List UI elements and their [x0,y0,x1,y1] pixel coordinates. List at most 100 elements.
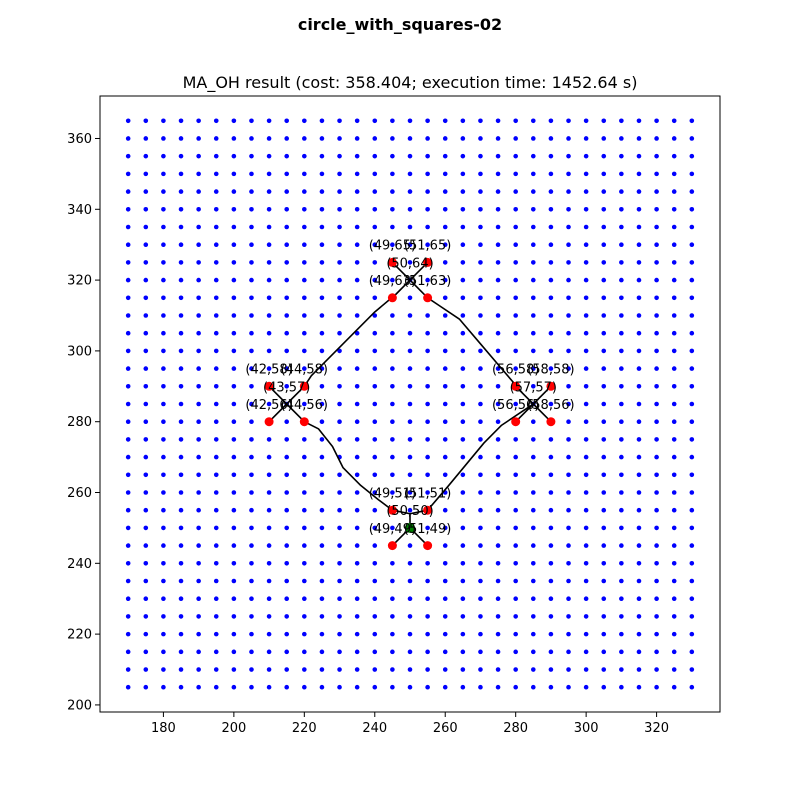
grid-point [213,684,219,690]
grid-point [636,649,642,655]
grid-point [548,543,554,548]
grid-point [231,366,237,371]
grid-point [319,313,325,318]
y-tick-label: 300 [67,344,92,359]
targets-layer [264,257,556,551]
grid-point [619,667,624,672]
grid-point [337,684,342,690]
grid-point [601,490,607,495]
point-label: (58,58) [527,363,574,378]
grid-point [636,490,642,495]
grid-point [566,206,571,212]
grid-point [619,348,624,354]
grid-point [284,366,290,371]
grid-point [478,118,483,124]
grid-point [284,224,290,230]
grid-point [319,224,325,230]
grid-point [548,242,554,247]
grid-point [478,490,483,495]
grid-point [442,348,448,354]
grid-point [601,596,607,602]
grid-point [161,348,166,354]
grid-point [354,224,360,230]
grid-point [143,383,149,389]
grid-point [143,472,149,478]
grid-point [425,472,430,478]
grid-point [619,472,624,478]
grid-point [601,667,607,672]
grid-point [671,383,677,389]
grid-point [425,490,430,495]
grid-point [196,260,201,265]
grid-point [249,295,254,301]
grid-point [513,313,518,318]
grid-point [548,330,554,336]
grid-point [566,153,571,159]
grid-point [654,330,659,336]
grid-point [460,667,466,672]
grid-point [161,171,166,177]
point-label: (49,49) [369,522,416,537]
grid-point [354,401,360,407]
grid-point [390,242,395,247]
grid-point [689,401,695,407]
grid-point [601,242,607,247]
grid-point [249,118,254,124]
grid-point [196,507,201,513]
grid-point [354,313,360,318]
grid-point [337,118,342,124]
grid-point [213,437,219,442]
grid-point [636,206,642,212]
grid-point [566,330,571,336]
target-point [511,417,521,427]
grid-point [284,189,290,194]
grid-point [372,543,378,548]
grid-point [425,136,430,141]
grid-point [654,295,659,301]
grid-point [178,224,184,230]
grid-point [161,224,166,230]
grid-point [548,189,554,194]
grid-point [583,136,589,141]
grid-point [302,667,307,672]
grid-point [178,578,184,584]
y-tick-label: 200 [67,698,92,713]
grid-point [337,614,342,619]
grid-point [478,260,483,265]
grid-point [478,525,483,531]
grid-point [513,295,518,301]
y-tick-label: 240 [67,557,92,572]
grid-point [196,631,201,637]
grid-point [125,348,131,354]
grid-point [302,578,307,584]
point-label: (44,58) [281,363,328,378]
grid-point [143,260,149,265]
grid-point [583,596,589,602]
grid-point [319,667,325,672]
grid-point [566,136,571,141]
grid-point [513,401,518,407]
grid-point [513,507,518,513]
grid-point [372,313,378,318]
grid-point [583,525,589,531]
grid-point [654,242,659,247]
grid-point [213,313,219,318]
grid-point [390,366,395,371]
grid-point [566,649,571,655]
grid-point [636,277,642,283]
grid-point [495,596,501,602]
grid-point [460,419,466,425]
grid-point [302,614,307,619]
grid-point [601,260,607,265]
grid-point [566,313,571,318]
grid-point [566,578,571,584]
grid-point [478,578,483,584]
target-point [546,381,556,391]
point-label: (51,63) [404,274,451,289]
annotation-layer: (49,65)(51,65) (50,64) (49,63)(51,63) (42,5… [245,239,574,537]
grid-point [161,631,166,637]
grid-point [460,631,466,637]
grid-point [671,313,677,318]
grid-point [548,136,554,141]
grid-point [178,242,184,247]
